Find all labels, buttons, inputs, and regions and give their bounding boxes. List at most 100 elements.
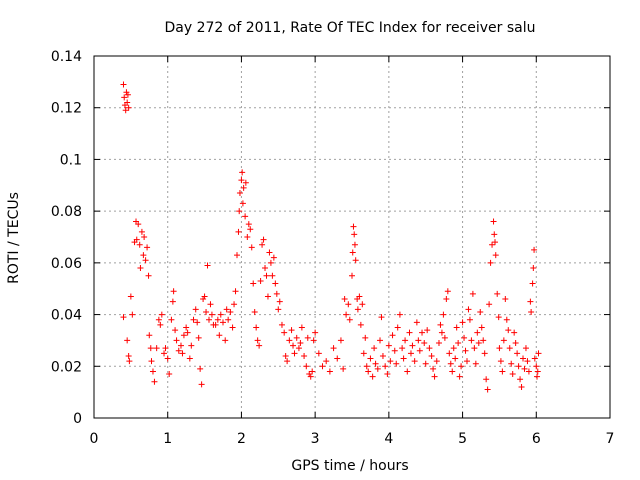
data-point: [164, 355, 171, 362]
data-point: [494, 290, 501, 297]
data-point: [161, 350, 168, 357]
data-point: [416, 347, 423, 354]
data-point: [421, 340, 428, 347]
x-tick-label: 0: [90, 431, 99, 447]
data-point: [453, 324, 460, 331]
data-point: [192, 306, 199, 313]
data-point: [471, 345, 478, 352]
data-point: [312, 329, 319, 336]
data-point: [307, 373, 314, 380]
data-point: [141, 234, 148, 240]
y-tick-label: 0.06: [51, 256, 82, 272]
data-point: [284, 358, 291, 365]
data-point: [486, 301, 493, 308]
data-point: [393, 360, 400, 367]
data-point: [492, 252, 499, 259]
data-point: [124, 91, 131, 98]
data-point: [492, 239, 499, 246]
data-point: [303, 363, 310, 370]
data-point: [245, 221, 252, 228]
data-point: [518, 383, 525, 390]
data-point: [450, 345, 457, 352]
data-point: [534, 368, 541, 375]
data-point: [525, 368, 532, 375]
data-point: [475, 340, 482, 347]
chart-title: Day 272 of 2011, Rate Of TEC Index for r…: [164, 20, 535, 36]
data-point: [231, 301, 238, 308]
data-point: [282, 352, 289, 359]
data-point: [122, 107, 129, 114]
data-point: [517, 376, 524, 383]
data-point: [200, 296, 207, 303]
data-point: [422, 360, 429, 367]
data-point: [203, 308, 210, 315]
data-point: [281, 329, 288, 336]
data-point: [315, 350, 322, 357]
y-tick-label: 0.14: [51, 49, 82, 65]
data-point: [298, 324, 305, 331]
data-point: [495, 314, 502, 321]
data-point: [443, 296, 450, 303]
data-point: [234, 252, 241, 259]
data-point: [173, 337, 180, 344]
y-tick-label: 0.02: [51, 359, 82, 375]
data-point: [186, 355, 193, 362]
y-tick-label: 0.1: [60, 152, 82, 168]
plot-frame: [93, 55, 611, 419]
data-point: [319, 363, 326, 370]
data-point: [511, 329, 518, 336]
data-point: [377, 337, 384, 344]
data-point: [407, 350, 414, 357]
data-point: [142, 257, 149, 264]
data-point: [461, 334, 468, 341]
data-point: [270, 254, 277, 261]
data-point: [242, 213, 249, 220]
data-point: [468, 337, 475, 344]
y-tick-label: 0.12: [51, 101, 82, 117]
data-point: [276, 298, 283, 305]
data-point: [250, 280, 257, 287]
data-point: [222, 337, 229, 344]
data-points: [120, 81, 542, 393]
data-point: [484, 386, 491, 393]
data-point: [530, 265, 537, 272]
data-point: [349, 272, 355, 279]
grid-lines: [94, 56, 610, 418]
data-point: [497, 358, 504, 365]
data-point: [269, 272, 276, 279]
data-point: [306, 371, 313, 378]
data-point: [444, 288, 451, 295]
data-point: [402, 337, 409, 344]
data-point: [500, 337, 507, 344]
data-point: [179, 350, 186, 357]
data-point: [169, 298, 176, 305]
data-point: [456, 373, 463, 380]
data-point: [259, 241, 266, 248]
data-point: [239, 200, 246, 207]
data-point: [452, 355, 459, 362]
data-point: [428, 352, 435, 359]
data-point: [528, 308, 535, 315]
data-point: [520, 355, 527, 362]
data-point: [238, 177, 245, 184]
data-point: [273, 290, 280, 297]
data-point: [257, 277, 264, 284]
data-point: [399, 345, 406, 352]
data-point: [121, 94, 128, 101]
data-point: [304, 334, 311, 341]
data-point: [254, 337, 261, 344]
data-point: [433, 358, 440, 365]
data-point: [382, 363, 389, 370]
y-tick-labels: 0 0.02 0.04 0.06 0.08 0.1 0.12 0.14: [51, 49, 82, 427]
data-point: [129, 311, 136, 318]
data-point: [175, 347, 182, 354]
data-point: [463, 358, 470, 365]
data-point: [534, 373, 541, 380]
data-point: [334, 355, 341, 362]
data-point: [535, 350, 542, 357]
data-point: [144, 244, 151, 251]
data-point: [413, 319, 420, 326]
data-point: [369, 373, 376, 380]
data-point: [208, 311, 215, 318]
data-point: [309, 368, 316, 375]
